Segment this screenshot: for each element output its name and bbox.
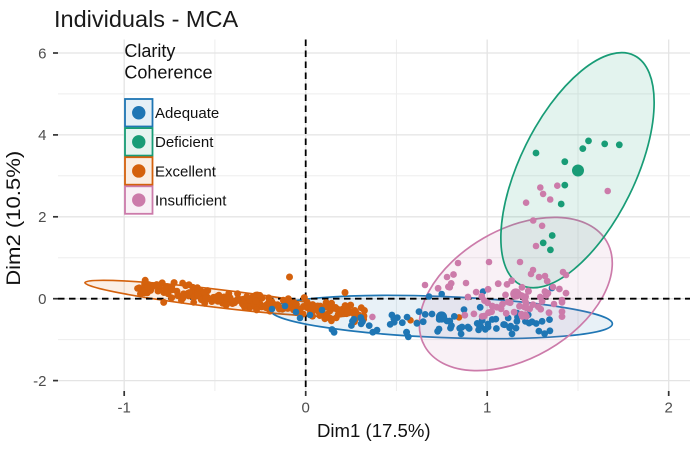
svg-text:Individuals - MCA: Individuals - MCA <box>54 6 238 32</box>
svg-text:Excellent: Excellent <box>155 163 217 180</box>
svg-text:4: 4 <box>38 127 46 144</box>
svg-text:-2: -2 <box>33 373 46 390</box>
svg-text:Clarity: Clarity <box>124 41 175 61</box>
svg-text:Dim2 (10.5%): Dim2 (10.5%) <box>4 151 25 286</box>
svg-text:Dim1 (17.5%): Dim1 (17.5%) <box>317 420 431 441</box>
svg-text:Adequate: Adequate <box>155 105 219 122</box>
svg-text:1: 1 <box>483 400 491 417</box>
svg-text:6: 6 <box>38 45 46 62</box>
svg-text:0: 0 <box>38 291 46 308</box>
svg-text:Deficient: Deficient <box>155 134 214 151</box>
svg-text:-1: -1 <box>118 400 131 417</box>
svg-text:Insufficient: Insufficient <box>155 192 227 209</box>
svg-text:2: 2 <box>665 400 673 417</box>
svg-text:0: 0 <box>302 400 310 417</box>
svg-text:2: 2 <box>38 209 46 226</box>
svg-text:Coherence: Coherence <box>124 63 212 83</box>
